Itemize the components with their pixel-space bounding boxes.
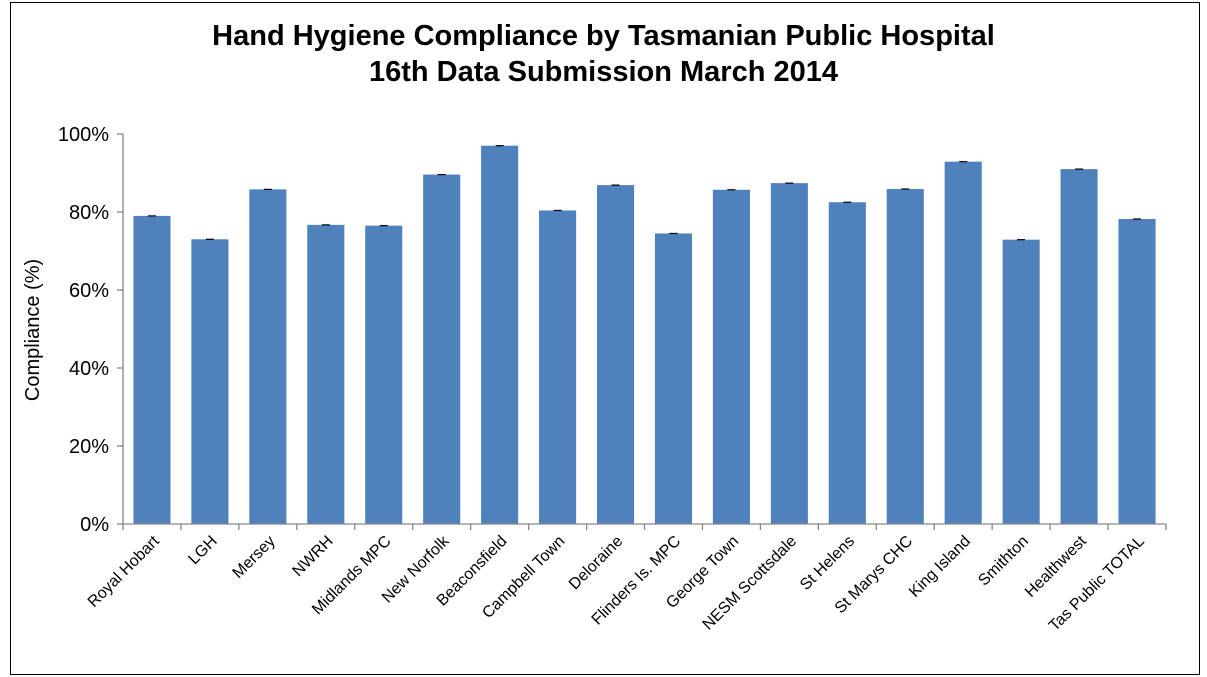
bar — [1060, 169, 1098, 524]
y-tick-label: 100% — [58, 124, 109, 146]
bar — [654, 233, 693, 524]
y-axis: 0% 20% 40% 60% 80% 100% — [58, 124, 124, 536]
x-tick-label: Smithton — [975, 533, 1032, 590]
bar — [307, 224, 345, 524]
x-tick-label: St Helens — [797, 533, 858, 594]
chart-title: Hand Hygiene Compliance by Tasmanian Pub… — [0, 18, 1207, 90]
x-tick-label: NWRH — [289, 533, 336, 580]
y-tick-label: 40% — [69, 358, 109, 380]
y-axis-title: Compliance (%) — [22, 259, 44, 401]
bar — [770, 183, 808, 524]
bar — [712, 189, 750, 524]
bar — [249, 189, 287, 524]
x-tick-label: Royal Hobart — [85, 532, 163, 610]
x-tick-label: Deloraine — [566, 533, 627, 594]
y-tick-label: 60% — [69, 280, 109, 302]
y-tick-label: 0% — [80, 514, 109, 536]
bar — [133, 215, 171, 524]
bar — [596, 185, 635, 524]
x-tick-label: LGH — [185, 533, 220, 568]
bar — [828, 202, 866, 524]
bar — [481, 145, 519, 524]
y-tick-label: 20% — [69, 436, 109, 458]
bar — [539, 210, 577, 524]
chart-title-line-2: 16th Data Submission March 2014 — [369, 56, 838, 88]
bar — [1002, 239, 1040, 524]
x-tick-label: Tas Public TOTAL — [1046, 533, 1148, 635]
chart-title-line-1: Hand Hygiene Compliance by Tasmanian Pub… — [212, 20, 995, 52]
bar — [191, 239, 229, 525]
x-tick-label: King Island — [906, 533, 974, 601]
bar — [423, 174, 461, 524]
bar — [886, 188, 924, 525]
x-tick-label: Mersey — [230, 533, 279, 582]
y-tick-label: 80% — [69, 202, 109, 224]
bar — [1118, 219, 1156, 524]
bars — [133, 145, 1156, 525]
bar — [365, 225, 403, 524]
bar — [944, 161, 982, 524]
